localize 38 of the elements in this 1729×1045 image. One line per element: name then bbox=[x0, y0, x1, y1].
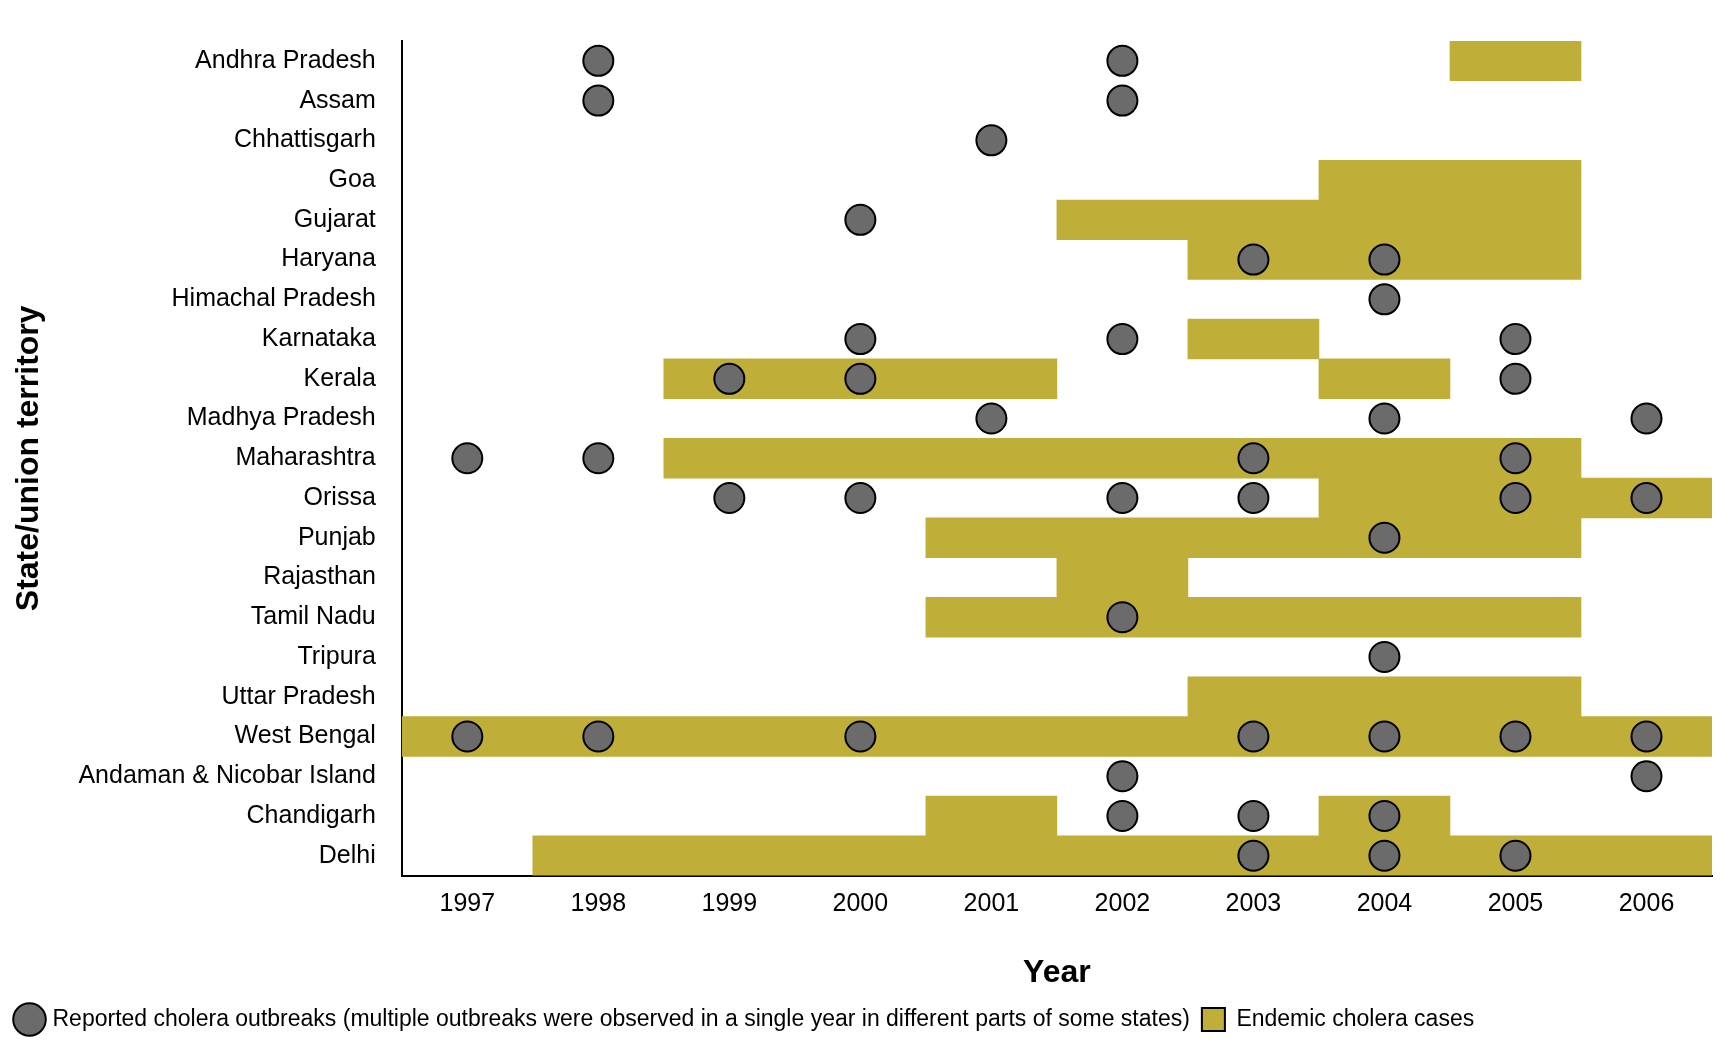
y-tick-label: Andhra Pradesh bbox=[195, 44, 376, 73]
x-axis-title: Year bbox=[1023, 952, 1091, 989]
y-tick-label: Karnataka bbox=[261, 322, 376, 351]
y-tick-label: Chhattisgarh bbox=[234, 124, 376, 153]
y-tick-label: Tripura bbox=[297, 640, 376, 669]
y-tick-label: Uttar Pradesh bbox=[221, 680, 376, 709]
x-tick-label: 2006 bbox=[1618, 888, 1675, 917]
x-tick-label: 1999 bbox=[701, 888, 758, 917]
x-tick-label: 2000 bbox=[832, 888, 889, 917]
y-tick-label: Kerala bbox=[303, 362, 376, 391]
y-tick-label: Orissa bbox=[303, 481, 376, 510]
y-tick-label: Rajasthan bbox=[263, 561, 376, 590]
y-tick-label: Maharashtra bbox=[235, 442, 376, 471]
y-tick-label: Madhya Pradesh bbox=[186, 402, 376, 431]
y-tick-label: Goa bbox=[328, 163, 376, 192]
y-tick-label: Gujarat bbox=[293, 203, 376, 232]
y-tick-label: Chandigarh bbox=[246, 799, 376, 828]
x-tick-label: 2001 bbox=[963, 888, 1020, 917]
y-tick-label: Tamil Nadu bbox=[250, 601, 376, 630]
bar bbox=[1449, 41, 1582, 82]
bar bbox=[1318, 358, 1451, 400]
x-tick-label: 2005 bbox=[1487, 888, 1544, 917]
y-tick-label: Haryana bbox=[281, 243, 376, 272]
y-tick-label: Delhi bbox=[318, 839, 376, 868]
x-tick-label: 2002 bbox=[1094, 888, 1151, 917]
y-tick-label: Assam bbox=[299, 84, 376, 113]
y-tick-label: Punjab bbox=[297, 521, 376, 550]
x-tick-label: 1998 bbox=[570, 888, 627, 917]
y-axis-title: State/union territory bbox=[9, 305, 46, 612]
legend-label: Endemic cholera cases bbox=[1236, 1004, 1475, 1031]
y-tick-label: Himachal Pradesh bbox=[171, 283, 376, 312]
y-tick-label: Andaman & Nicobar Island bbox=[78, 760, 376, 789]
x-tick-label: 2003 bbox=[1225, 888, 1282, 917]
x-tick-label: 2004 bbox=[1356, 888, 1413, 917]
y-tick-label: West Bengal bbox=[234, 720, 376, 749]
x-tick-label: 1997 bbox=[439, 888, 496, 917]
legend-label: Reported cholera outbreaks (multiple outbreaks were observed in a single year in different parts of some states) bbox=[52, 1004, 1190, 1031]
bar bbox=[1187, 318, 1320, 360]
